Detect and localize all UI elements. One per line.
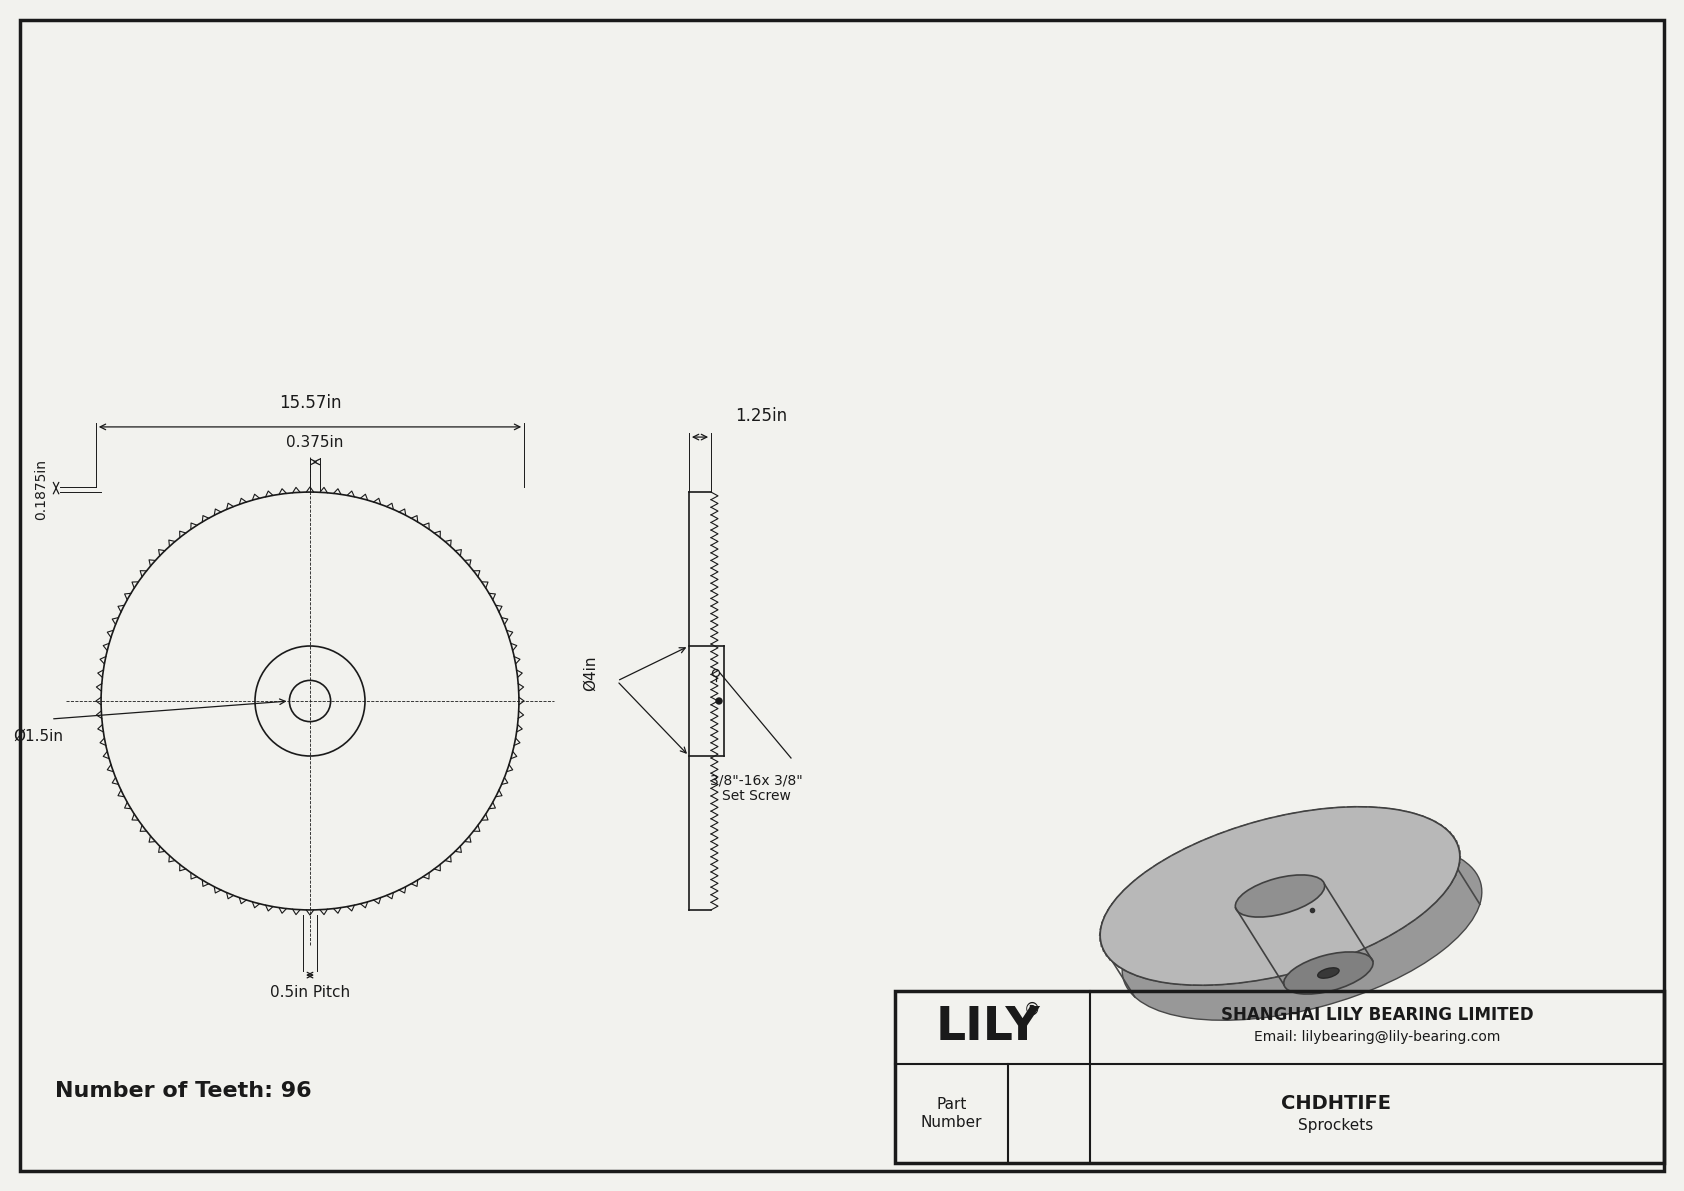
Text: LILY: LILY	[935, 1005, 1039, 1050]
Ellipse shape	[1317, 968, 1339, 978]
Text: 15.57in: 15.57in	[280, 394, 342, 412]
Ellipse shape	[1236, 875, 1325, 917]
Text: 1.25in: 1.25in	[734, 407, 786, 425]
Text: Part
Number: Part Number	[921, 1097, 982, 1130]
Text: Ø4in: Ø4in	[583, 656, 598, 691]
Text: Ø1.5in: Ø1.5in	[13, 729, 62, 744]
Circle shape	[716, 698, 722, 704]
Text: 0.375in: 0.375in	[286, 435, 344, 450]
Text: 0.5in Pitch: 0.5in Pitch	[269, 985, 350, 1000]
Ellipse shape	[1283, 952, 1372, 994]
Text: Email: lilybearing@lily-bearing.com: Email: lilybearing@lily-bearing.com	[1255, 1030, 1500, 1045]
Bar	[894, 991, 1664, 1162]
Text: CHDHTIFE: CHDHTIFE	[1282, 1095, 1391, 1114]
Text: ®: ®	[1024, 1000, 1041, 1018]
Text: Number of Teeth: 96: Number of Teeth: 96	[56, 1081, 312, 1100]
Text: SHANGHAI LILY BEARING LIMITED: SHANGHAI LILY BEARING LIMITED	[1221, 1006, 1534, 1024]
Text: 0.1875in: 0.1875in	[34, 459, 49, 520]
Ellipse shape	[1100, 806, 1460, 985]
Ellipse shape	[1122, 842, 1482, 1021]
Text: Sprockets: Sprockets	[1298, 1118, 1374, 1133]
Text: 3/8"-16x 3/8"
Set Screw: 3/8"-16x 3/8" Set Screw	[709, 773, 802, 803]
